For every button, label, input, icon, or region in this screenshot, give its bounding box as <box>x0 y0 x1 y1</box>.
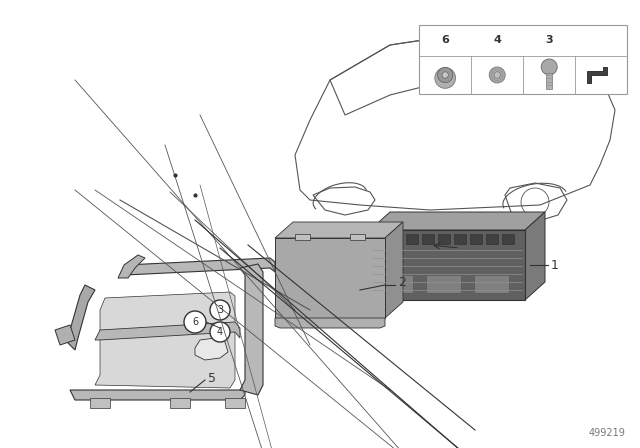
Polygon shape <box>95 322 240 340</box>
Text: 3: 3 <box>217 305 223 315</box>
Polygon shape <box>65 285 95 350</box>
Bar <box>470 234 482 244</box>
Polygon shape <box>370 212 545 230</box>
Polygon shape <box>225 398 245 408</box>
Text: 2: 2 <box>398 276 406 289</box>
Bar <box>486 234 498 244</box>
Polygon shape <box>195 338 228 360</box>
Bar <box>390 234 402 244</box>
Bar <box>422 234 434 244</box>
Polygon shape <box>95 292 235 388</box>
Polygon shape <box>170 398 190 408</box>
Polygon shape <box>588 67 607 83</box>
Circle shape <box>210 300 230 320</box>
Circle shape <box>210 322 230 342</box>
Polygon shape <box>275 318 385 328</box>
Text: 6: 6 <box>441 35 449 45</box>
Bar <box>419 25 627 94</box>
Text: 499219: 499219 <box>588 428 625 438</box>
Polygon shape <box>525 212 545 300</box>
Text: 4: 4 <box>493 35 501 45</box>
Polygon shape <box>118 255 145 278</box>
Circle shape <box>494 72 500 78</box>
Bar <box>275 238 385 318</box>
Circle shape <box>438 67 453 82</box>
Circle shape <box>442 72 449 78</box>
Bar <box>350 234 365 240</box>
Polygon shape <box>70 385 245 400</box>
Polygon shape <box>90 398 110 408</box>
Bar <box>454 234 466 244</box>
Bar <box>502 234 514 244</box>
Circle shape <box>541 59 557 75</box>
Text: 6: 6 <box>192 317 198 327</box>
Text: 5: 5 <box>208 371 216 384</box>
Polygon shape <box>120 258 275 275</box>
Circle shape <box>184 311 206 333</box>
Bar <box>378 275 413 293</box>
Circle shape <box>489 67 505 83</box>
Bar <box>295 234 310 240</box>
Bar <box>370 230 525 300</box>
Bar <box>474 275 509 293</box>
Bar <box>546 73 552 89</box>
Bar <box>406 234 418 244</box>
Text: 4: 4 <box>217 327 223 337</box>
Polygon shape <box>55 325 75 345</box>
Bar <box>374 234 386 244</box>
Polygon shape <box>385 222 403 318</box>
Circle shape <box>435 68 456 88</box>
Bar <box>426 275 461 293</box>
Polygon shape <box>275 222 403 238</box>
Text: 1: 1 <box>551 258 559 271</box>
Text: 3: 3 <box>545 35 553 45</box>
Polygon shape <box>240 264 263 395</box>
Bar <box>438 234 450 244</box>
